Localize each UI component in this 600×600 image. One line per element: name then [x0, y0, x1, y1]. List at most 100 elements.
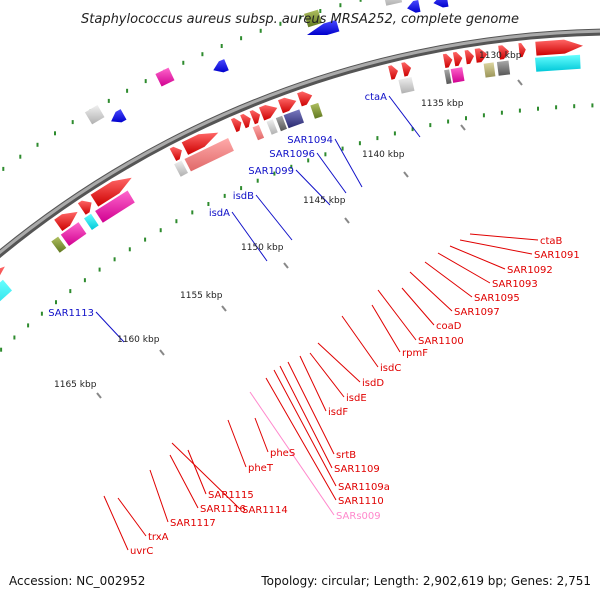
- reverse-gene-box: [84, 213, 99, 230]
- tick-mark: [279, 21, 282, 26]
- reverse-label: isdD: [362, 378, 384, 389]
- reverse-gene-box: [444, 69, 452, 85]
- reverse-gene: [535, 39, 583, 56]
- scale-label: 1140 kbp: [362, 150, 405, 160]
- tick-mark: [482, 113, 485, 118]
- tick-mark: [555, 105, 558, 110]
- forward-label-leader: [231, 211, 268, 262]
- tick-mark: [126, 88, 129, 93]
- tick-mark: [256, 178, 259, 183]
- reverse-gene-box: [174, 160, 188, 177]
- tick-mark: [71, 120, 74, 125]
- reverse-label-leader: [171, 442, 241, 510]
- rna-label-leader: [249, 391, 335, 516]
- tick-mark: [207, 202, 210, 206]
- reverse-gene: [90, 177, 132, 207]
- forward-label: isdB: [233, 191, 254, 202]
- tick-mark: [69, 289, 72, 294]
- reverse-label-leader: [265, 377, 337, 501]
- reverse-label: pheS: [270, 448, 295, 459]
- genome-backbone: [0, 28, 600, 259]
- forward-label: ctaA: [365, 92, 388, 103]
- reverse-label: SAR1093: [492, 279, 538, 290]
- forward-gene: [407, 0, 421, 13]
- reverse-gene-box: [95, 190, 135, 223]
- reverse-label-leader: [299, 355, 327, 412]
- scale-tick: [221, 305, 227, 312]
- scale-label: 1160 kbp: [117, 335, 160, 345]
- tick-marks: [0, 0, 594, 352]
- reverse-gene-box: [535, 54, 581, 72]
- forward-label: SAR1096: [269, 149, 315, 160]
- forward-label-leader: [316, 152, 347, 194]
- scale-label: 1155 kbp: [180, 291, 223, 301]
- tick-mark: [27, 323, 30, 328]
- tick-mark: [591, 103, 594, 108]
- tick-mark: [83, 278, 86, 283]
- gene-features: [0, 0, 583, 302]
- tick-mark: [299, 15, 302, 20]
- forward-gene-box: [384, 0, 403, 6]
- reverse-gene-box: [252, 124, 265, 141]
- scale-tick: [517, 79, 523, 86]
- scale-tick: [159, 349, 165, 356]
- reverse-label-leader: [273, 369, 337, 487]
- reverse-label-leader: [459, 239, 533, 255]
- forward-gene: [111, 109, 127, 123]
- reverse-label: SAR1109: [334, 464, 380, 475]
- scale-tick: [460, 124, 466, 131]
- tick-mark: [13, 335, 16, 340]
- reverse-label: pheT: [248, 463, 274, 474]
- tick-mark: [98, 267, 101, 272]
- reverse-label-leader: [227, 419, 247, 468]
- reverse-label-leader: [371, 304, 401, 353]
- reverse-gene: [54, 211, 78, 231]
- reverse-gene: [230, 117, 242, 133]
- accession-label: Accession: NC_002952: [9, 574, 145, 588]
- reverse-label: SAR1114: [242, 505, 288, 516]
- forward-label: SAR1113: [48, 308, 94, 319]
- forward-gene-box: [304, 9, 322, 28]
- tick-mark: [175, 219, 178, 224]
- reverse-gene: [181, 132, 219, 155]
- reverse-gene-box: [266, 119, 278, 135]
- reverse-gene-box: [398, 77, 415, 94]
- tick-mark: [240, 186, 243, 191]
- reverse-gene-box: [496, 60, 511, 76]
- scale-label: 1135 kbp: [421, 99, 464, 109]
- reverse-label-leader: [469, 233, 539, 241]
- tick-mark: [201, 52, 204, 57]
- reverse-label-leader: [424, 261, 473, 298]
- reverse-gene-box: [51, 236, 67, 253]
- reverse-gene-box: [60, 222, 87, 246]
- tick-mark: [411, 127, 414, 132]
- reverse-gene-box: [184, 138, 234, 172]
- scale-tick: [96, 392, 102, 399]
- reverse-gene: [297, 91, 313, 107]
- reverse-gene: [388, 65, 398, 80]
- scale-tick: [403, 171, 409, 178]
- reverse-label-leader: [317, 342, 361, 383]
- reverse-label: trxA: [148, 532, 169, 543]
- reverse-label-leader: [287, 361, 335, 455]
- rna-label: SARs009: [336, 511, 381, 522]
- reverse-label: rpmF: [402, 348, 428, 359]
- forward-label-leader: [388, 95, 421, 138]
- reverse-gene-box: [450, 67, 465, 83]
- reverse-gene: [249, 110, 261, 125]
- tick-mark: [55, 300, 57, 305]
- reverse-label-leader: [377, 289, 417, 341]
- reverse-gene-box: [275, 115, 287, 132]
- scale-tick: [283, 262, 289, 269]
- forward-label-leader: [334, 138, 363, 188]
- reverse-gene: [464, 50, 474, 65]
- tick-mark: [537, 106, 539, 111]
- reverse-label-leader: [409, 271, 453, 312]
- backbone-highlight: [0, 29, 600, 255]
- reverse-gene: [77, 200, 92, 215]
- reverse-label: ctaB: [540, 236, 563, 247]
- forward-label: isdA: [209, 208, 230, 219]
- tick-mark: [290, 164, 293, 169]
- forward-gene: [213, 59, 229, 73]
